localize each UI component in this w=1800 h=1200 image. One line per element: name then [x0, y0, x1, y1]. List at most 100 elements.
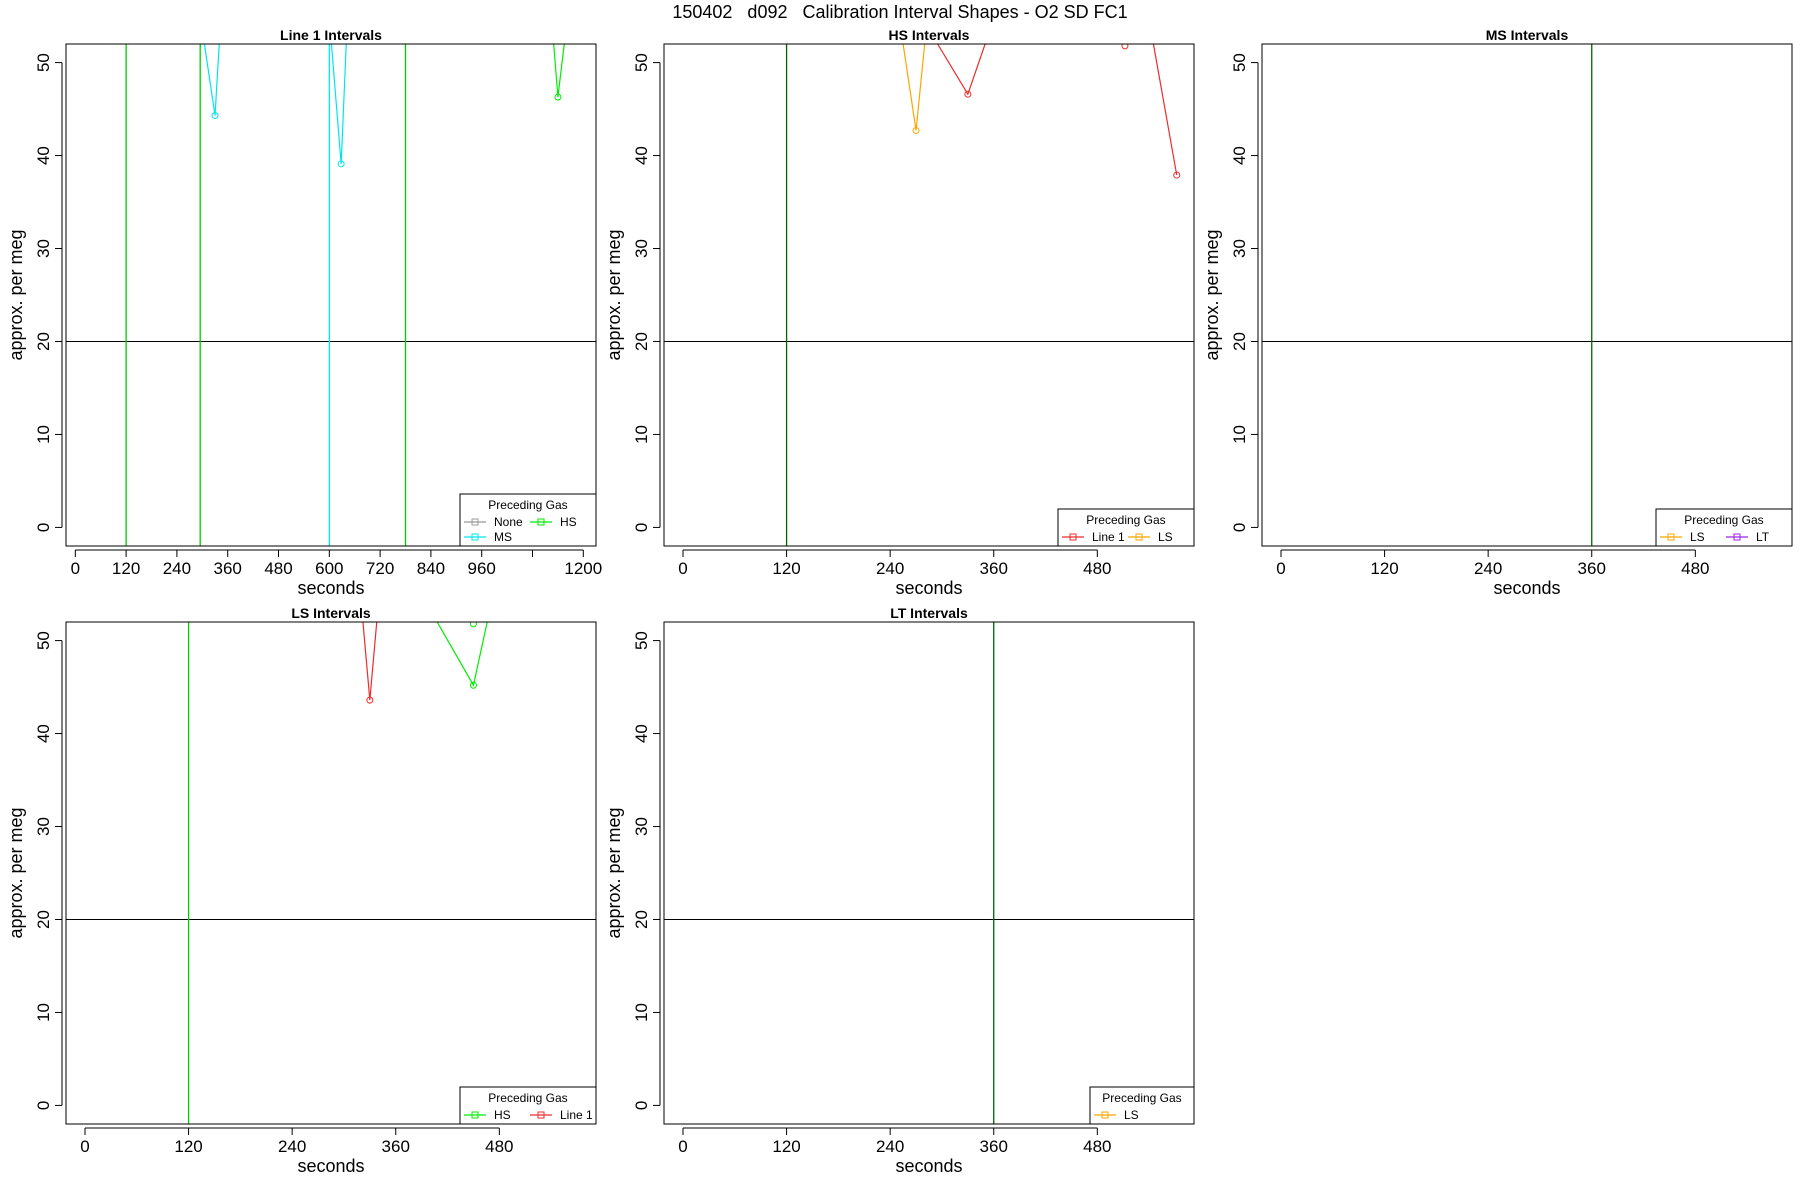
legend-entry-label: HS	[494, 1108, 511, 1122]
series-group	[203, 44, 565, 168]
x-tick-label: 0	[678, 1137, 687, 1156]
x-tick-label: 360	[980, 559, 1008, 578]
series-line	[902, 44, 926, 131]
y-tick-label: 30	[1230, 239, 1249, 258]
plot-frame	[663, 43, 1195, 547]
legend-swatch-marker	[537, 518, 545, 526]
data-point	[964, 90, 972, 98]
y-tick-label: 20	[632, 910, 651, 929]
x-tick-label: 360	[1578, 559, 1606, 578]
legend-swatch-marker	[1069, 533, 1077, 541]
panel-title: Line 1 Intervals	[280, 27, 382, 43]
y-tick-label: 30	[632, 817, 651, 836]
y-axis-label: approx. per meg	[604, 229, 624, 360]
plot-frame	[65, 621, 597, 1125]
legend: Preceding Gas LS	[1089, 1086, 1195, 1125]
legend-swatch-marker	[471, 533, 479, 541]
panel-title: LT Intervals	[890, 605, 968, 621]
y-tick-label: 10	[632, 1003, 651, 1022]
legend-entry-label: Line 1	[1092, 530, 1125, 544]
x-tick-label: 360	[980, 1137, 1008, 1156]
y-tick-label: 20	[34, 910, 53, 929]
data-point	[1173, 171, 1181, 179]
panel-title: LS Intervals	[291, 605, 371, 621]
series-line	[553, 44, 565, 98]
legend-entry-label: LS	[1158, 530, 1173, 544]
y-tick-label: 20	[1230, 332, 1249, 351]
legend: Preceding Gas Line 1 LS	[1057, 508, 1195, 547]
data-point	[366, 696, 374, 704]
y-tick-label: 50	[1230, 53, 1249, 72]
chart-panel-4: LS Intervals 0 120 240 360 480 seconds 0 10 20 30 4…	[6, 605, 597, 1176]
legend: Preceding Gas None HS MS	[459, 493, 597, 547]
legend-swatch-marker	[1101, 1111, 1109, 1119]
legend-swatch-marker	[1667, 533, 1675, 541]
y-tick-label: 10	[34, 1003, 53, 1022]
series-line	[362, 622, 378, 701]
x-axis-label: seconds	[895, 1156, 962, 1176]
y-tick-label: 50	[632, 53, 651, 72]
y-tick-label: 40	[34, 146, 53, 165]
panel-title: HS Intervals	[889, 27, 970, 43]
y-tick-label: 30	[34, 239, 53, 258]
legend-entry-label: LT	[1756, 530, 1770, 544]
plot-frame	[1261, 43, 1793, 547]
x-tick-label: 480	[485, 1137, 513, 1156]
y-tick-label: 30	[632, 239, 651, 258]
x-tick-label: 120	[112, 559, 140, 578]
panel-title: MS Intervals	[1486, 27, 1569, 43]
chart-panel-3: MS Intervals 0 120 240 360 480 seconds 0 10 20 30 4…	[1202, 27, 1793, 598]
y-tick-label: 0	[632, 523, 651, 532]
y-tick-label: 30	[34, 817, 53, 836]
y-axis-label: approx. per meg	[1202, 229, 1222, 360]
y-tick-label: 50	[34, 53, 53, 72]
legend-swatch-marker	[537, 1111, 545, 1119]
legend-entry-label: LS	[1124, 1108, 1139, 1122]
x-tick-label: 480	[1083, 559, 1111, 578]
y-tick-label: 10	[632, 425, 651, 444]
legend-entry-label: None	[494, 515, 523, 529]
chart-panel-1: Line 1 Intervals 0 120 240 360 480 600 720 840 96…	[6, 27, 602, 598]
x-tick-label: 480	[1681, 559, 1709, 578]
y-tick-label: 20	[34, 332, 53, 351]
x-tick-label: 240	[163, 559, 191, 578]
x-tick-label: 720	[366, 559, 394, 578]
legend-box	[1655, 508, 1793, 547]
series-group	[902, 44, 1181, 179]
x-tick-label: 240	[876, 1137, 904, 1156]
y-tick-label: 40	[632, 724, 651, 743]
legend: Preceding Gas HS Line 1	[459, 1086, 597, 1125]
y-axis-label: approx. per meg	[604, 807, 624, 938]
series-line	[1152, 44, 1178, 176]
chart-panel-5: LT Intervals 0 120 240 360 480 seconds 0 10 20 30 4…	[604, 605, 1195, 1176]
y-tick-label: 0	[34, 1101, 53, 1110]
y-tick-label: 0	[1230, 523, 1249, 532]
x-tick-label: 360	[214, 559, 242, 578]
x-axis-label: seconds	[1493, 578, 1560, 598]
plot-frame	[663, 621, 1195, 1125]
data-point	[469, 622, 477, 628]
y-tick-label: 50	[34, 631, 53, 650]
series-line	[937, 44, 986, 96]
legend: Preceding Gas LS LT	[1655, 508, 1793, 547]
x-tick-label: 480	[264, 559, 292, 578]
x-tick-label: 240	[1474, 559, 1502, 578]
legend-title: Preceding Gas	[488, 1091, 567, 1105]
x-tick-label: 120	[772, 559, 800, 578]
legend-entry-label: HS	[560, 515, 577, 529]
y-tick-label: 40	[34, 724, 53, 743]
x-tick-label: 240	[876, 559, 904, 578]
y-tick-label: 40	[1230, 146, 1249, 165]
x-tick-label: 120	[772, 1137, 800, 1156]
y-tick-label: 0	[34, 523, 53, 532]
x-axis-label: seconds	[297, 1156, 364, 1176]
figure-title: 150402 d092 Calibration Interval Shapes …	[672, 2, 1128, 22]
y-tick-label: 10	[34, 425, 53, 444]
data-point	[469, 681, 477, 689]
x-tick-label: 360	[382, 1137, 410, 1156]
x-tick-label: 0	[1276, 559, 1285, 578]
x-tick-label: 240	[278, 1137, 306, 1156]
legend-box	[459, 493, 597, 547]
y-tick-label: 20	[632, 332, 651, 351]
